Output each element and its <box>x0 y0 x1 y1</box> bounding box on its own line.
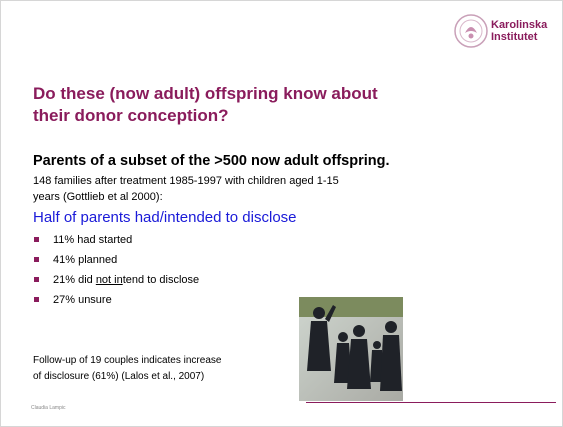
bullet: 11% had started <box>33 233 199 253</box>
bullet-text: tend to disclose <box>122 274 200 286</box>
bullet-text: 11% had started <box>53 234 133 246</box>
bullet: 21% did not intend to disclose <box>33 273 199 293</box>
logo-line: Institutet <box>491 31 538 43</box>
bullet: 27% unsure <box>33 293 199 313</box>
body-text: 148 families after treatment 1985-1997 w… <box>33 173 339 205</box>
title-line: Do these (now adult) offspring know abou… <box>33 84 378 103</box>
body-line: 148 families after treatment 1985-1997 w… <box>33 175 339 187</box>
body-line: years (Gottlieb et al 2000): <box>33 191 163 203</box>
bullet-text: 27% unsure <box>53 294 112 306</box>
footer: Claudia Lampic <box>31 405 66 411</box>
bullet-text: 41% planned <box>53 254 118 266</box>
slide-title: Do these (now adult) offspring know abou… <box>33 83 378 127</box>
subtitle: Parents of a subset of the >500 now adul… <box>33 153 390 169</box>
underlined-text: not in <box>95 274 123 286</box>
followup-text: Follow-up of 19 couples indicates increa… <box>33 353 221 385</box>
title-line: their donor conception? <box>33 106 229 125</box>
photo <box>299 297 403 401</box>
heading: Half of parents had/intended to disclose <box>33 209 297 226</box>
bullet-list: 11% had started 41% planned 21% did not in… <box>33 233 199 313</box>
footer-rule <box>306 402 556 403</box>
logo-seal <box>454 14 488 48</box>
bullet: 41% planned <box>33 253 199 273</box>
logo-text: Karolinska Institutet <box>491 19 547 43</box>
followup-line: Follow-up of 19 couples indicates increa… <box>33 355 222 366</box>
logo-line: Karolinska <box>491 19 548 31</box>
bullet-text: 21% did <box>53 274 96 286</box>
followup-line: of disclosure (61%) (Lalos et al., 2007) <box>33 371 205 382</box>
